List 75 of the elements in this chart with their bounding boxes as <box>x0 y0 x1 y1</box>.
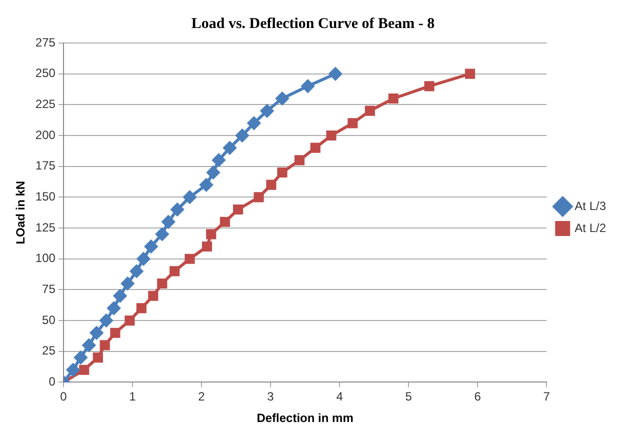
x-axis-title: Deflection in mm <box>256 411 354 426</box>
x-tick-label: 3 <box>267 390 274 404</box>
point <box>348 118 358 128</box>
point <box>464 68 476 79</box>
point <box>328 67 342 80</box>
x-tick-label: 1 <box>129 390 136 404</box>
point <box>310 142 320 153</box>
point <box>206 166 220 180</box>
point <box>157 278 168 289</box>
chart-title: Load vs. Deflection Curve of Beam - 8 <box>191 16 435 32</box>
y-tick-label: 275 <box>35 35 56 50</box>
point <box>200 178 213 192</box>
legend-label: At L/2 <box>574 220 606 235</box>
point <box>202 241 212 252</box>
point <box>206 229 216 240</box>
point <box>170 266 180 276</box>
point <box>100 340 110 350</box>
y-tick-label: 175 <box>35 158 56 173</box>
point <box>114 289 127 302</box>
y-tick-label: 250 <box>35 66 56 80</box>
point <box>74 351 88 364</box>
point <box>90 326 104 340</box>
point <box>276 92 289 106</box>
point <box>424 81 434 92</box>
point <box>136 303 146 314</box>
point <box>301 80 314 93</box>
point <box>364 106 375 116</box>
point <box>124 315 135 326</box>
point <box>254 192 264 202</box>
point <box>326 130 336 141</box>
point <box>156 228 169 241</box>
legend-label: At L/3 <box>574 198 606 213</box>
point <box>144 240 158 254</box>
point <box>223 141 236 154</box>
point <box>137 252 150 266</box>
y-tick-label: 225 <box>35 96 56 111</box>
y-tick-label: 50 <box>42 312 56 327</box>
point <box>184 254 195 264</box>
y-tick-label: 125 <box>35 220 56 234</box>
x-tick-label: 2 <box>198 390 206 404</box>
x-tick-label: 6 <box>474 390 482 404</box>
point <box>233 204 244 215</box>
point <box>82 338 96 352</box>
x-tick-label: 0 <box>60 390 68 404</box>
y-tick-label: 75 <box>42 282 56 296</box>
point <box>110 328 120 338</box>
point <box>212 154 226 167</box>
y-tick-label: 150 <box>35 189 56 204</box>
x-tick-label: 4 <box>336 390 344 404</box>
point <box>121 277 134 290</box>
point <box>294 155 305 166</box>
y-tick-label: 100 <box>35 251 56 266</box>
point <box>236 129 249 142</box>
point <box>162 215 175 228</box>
point <box>100 314 113 328</box>
point <box>220 216 230 227</box>
x-tick-label: 5 <box>405 390 412 404</box>
point <box>148 290 158 301</box>
point <box>107 302 120 315</box>
point <box>66 363 80 376</box>
y-tick-label: 25 <box>42 344 56 358</box>
point <box>170 203 184 216</box>
y-tick-label: 0 <box>48 374 56 389</box>
point <box>183 190 196 204</box>
point <box>260 104 274 118</box>
point <box>277 167 288 178</box>
point <box>79 364 90 375</box>
point <box>247 116 260 130</box>
y-tick-label: 200 <box>35 128 56 142</box>
x-tick-label: 7 <box>543 390 550 404</box>
point <box>266 180 276 190</box>
point <box>92 352 103 363</box>
y-axis-title: LOad in kN <box>14 180 28 244</box>
point <box>388 93 398 104</box>
point <box>130 264 144 278</box>
